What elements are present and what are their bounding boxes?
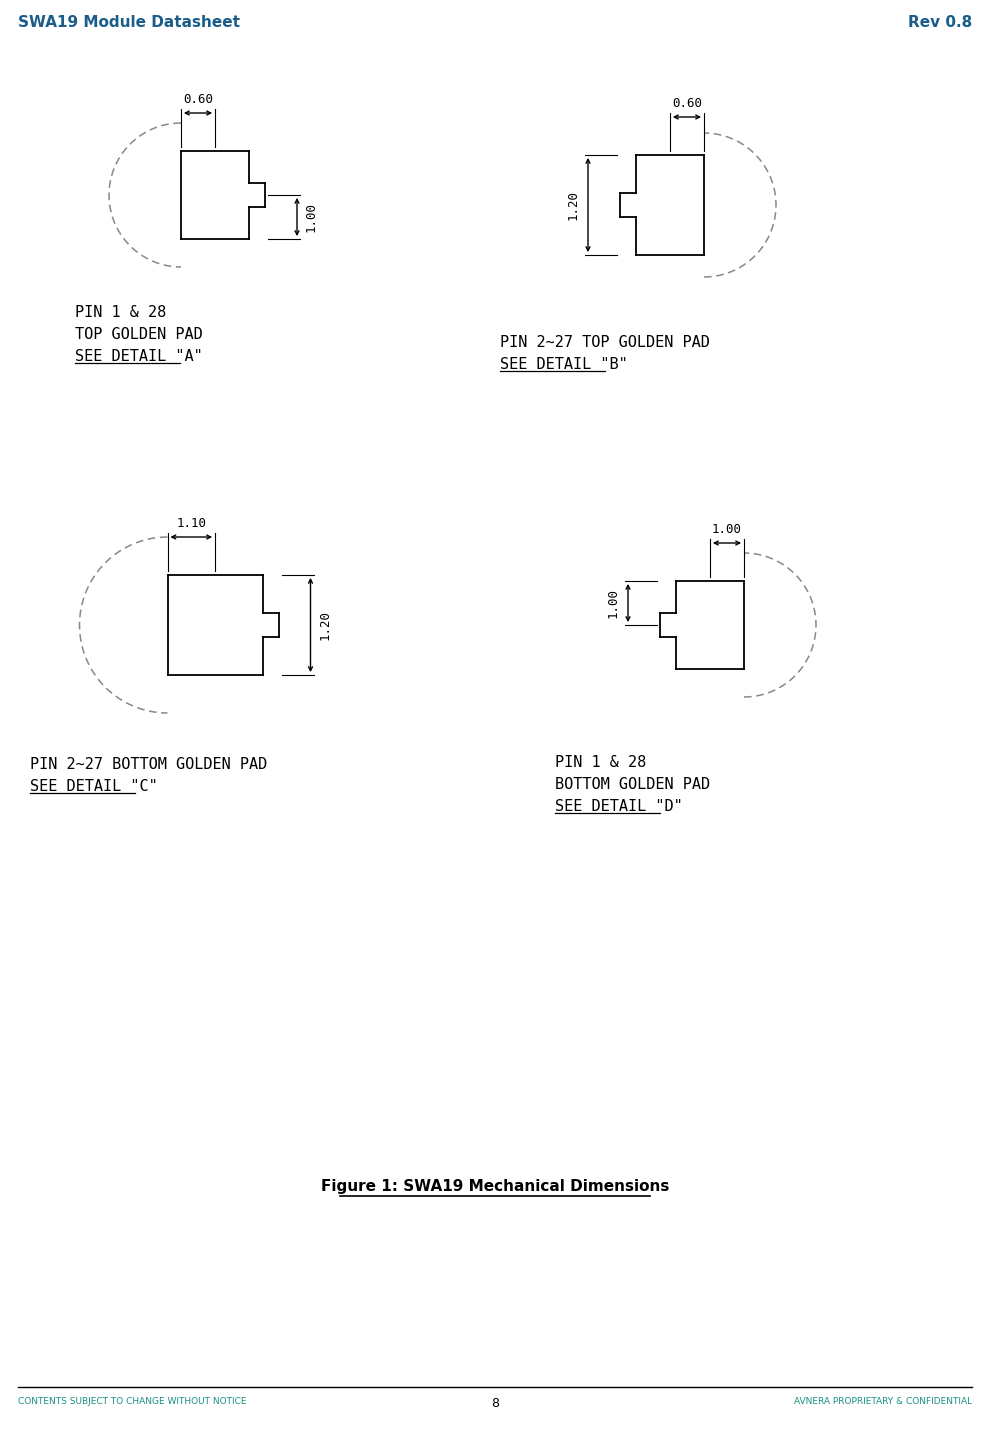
Text: PIN 1 & 28: PIN 1 & 28 [75,305,166,319]
Text: Rev 0.8: Rev 0.8 [908,14,972,30]
Text: TOP GOLDEN PAD: TOP GOLDEN PAD [75,327,203,342]
Text: AVNERA PROPRIETARY & CONFIDENTIAL: AVNERA PROPRIETARY & CONFIDENTIAL [794,1397,972,1406]
Text: PIN 2~27 TOP GOLDEN PAD: PIN 2~27 TOP GOLDEN PAD [500,335,710,350]
Text: 8: 8 [491,1397,499,1410]
Text: 0.60: 0.60 [183,92,213,105]
Text: BOTTOM GOLDEN PAD: BOTTOM GOLDEN PAD [555,777,710,792]
Text: CONTENTS SUBJECT TO CHANGE WITHOUT NOTICE: CONTENTS SUBJECT TO CHANGE WITHOUT NOTIC… [18,1397,247,1406]
Text: 0.60: 0.60 [672,97,702,110]
Text: SWA19 Module Datasheet: SWA19 Module Datasheet [18,14,240,30]
Text: SEE DETAIL "B": SEE DETAIL "B" [500,357,628,371]
Text: SEE DETAIL "D": SEE DETAIL "D" [555,799,683,814]
Text: 1.20: 1.20 [567,189,580,220]
Text: SEE DETAIL "A": SEE DETAIL "A" [75,350,203,364]
Text: 1.00: 1.00 [305,202,318,233]
Text: 1.20: 1.20 [319,610,332,640]
Text: PIN 1 & 28: PIN 1 & 28 [555,754,646,770]
Text: Figure 1: SWA19 Mechanical Dimensions: Figure 1: SWA19 Mechanical Dimensions [321,1179,669,1195]
Text: PIN 2~27 BOTTOM GOLDEN PAD: PIN 2~27 BOTTOM GOLDEN PAD [30,757,267,772]
Text: 1.00: 1.00 [607,588,620,618]
Text: 1.00: 1.00 [712,523,742,536]
Text: SEE DETAIL "C": SEE DETAIL "C" [30,779,157,793]
Text: 1.10: 1.10 [176,517,206,530]
